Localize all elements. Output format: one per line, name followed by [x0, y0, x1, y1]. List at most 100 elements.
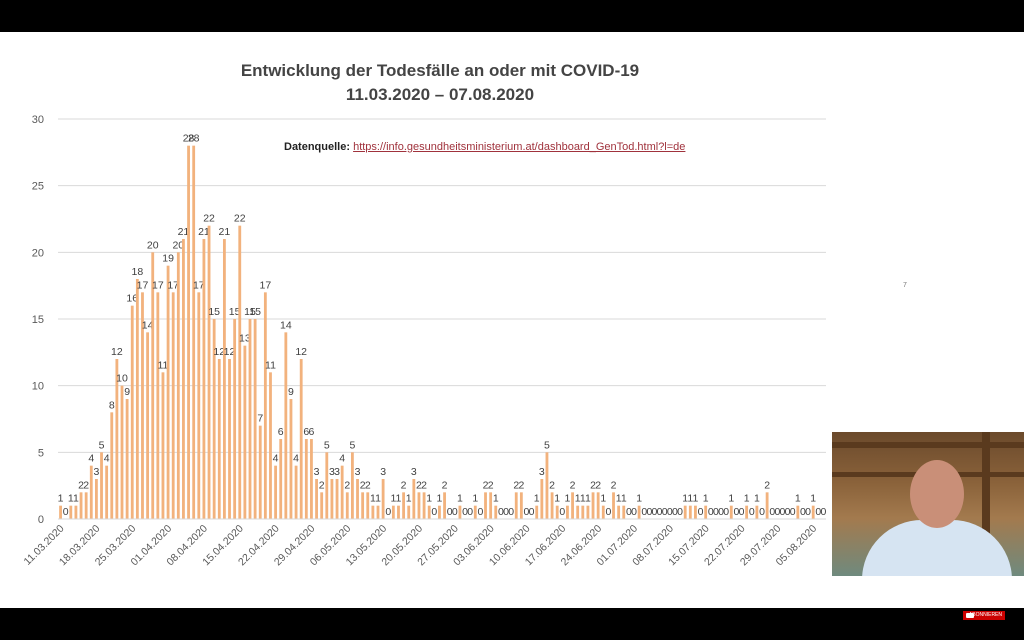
bar — [310, 439, 313, 519]
data-label: 3 — [539, 466, 545, 478]
bar — [586, 505, 590, 519]
source-link[interactable]: https://info.gesundheitsministerium.at/d… — [353, 141, 686, 153]
data-label: 2 — [365, 479, 371, 491]
bar — [202, 239, 206, 519]
data-label: 0 — [605, 506, 611, 518]
data-label: 20 — [172, 239, 184, 251]
bar — [304, 439, 308, 519]
data-label: 18 — [132, 266, 144, 278]
data-label: 3 — [314, 466, 320, 478]
data-label: 16 — [126, 293, 138, 305]
bar — [269, 372, 272, 519]
data-label: 15 — [244, 306, 256, 318]
data-label: 0 — [631, 506, 637, 518]
bar — [345, 492, 349, 519]
data-label: 1 — [406, 493, 412, 505]
bar — [617, 505, 621, 519]
data-label: 2 — [360, 479, 366, 491]
data-label: 0 — [815, 506, 821, 518]
data-label: 0 — [529, 506, 535, 518]
y-tick-label: 0 — [38, 514, 44, 526]
data-label: 2 — [513, 479, 519, 491]
data-label: 28 — [188, 133, 200, 145]
bar — [484, 492, 487, 519]
data-label: 22 — [234, 213, 246, 225]
bar — [340, 465, 344, 519]
bar — [192, 145, 196, 519]
bar — [376, 505, 380, 519]
bar — [555, 505, 559, 519]
source-label: Datenquelle: — [284, 141, 351, 153]
bar — [438, 505, 441, 519]
data-label: 1 — [682, 493, 688, 505]
data-label: 1 — [73, 493, 79, 505]
bar — [299, 359, 303, 519]
data-label: 1 — [728, 493, 734, 505]
data-label: 2 — [764, 479, 770, 491]
bar — [688, 505, 692, 519]
data-label: 1 — [744, 493, 750, 505]
data-label: 5 — [544, 439, 550, 451]
bar — [591, 492, 595, 519]
data-label: 0 — [821, 506, 827, 518]
bar — [151, 252, 155, 520]
bar — [325, 452, 329, 519]
wooden-post — [982, 432, 990, 576]
data-label: 0 — [657, 506, 663, 518]
data-label: 14 — [280, 319, 292, 331]
bar — [514, 492, 518, 519]
bar — [135, 279, 139, 519]
data-label: 1 — [693, 493, 699, 505]
bar — [397, 505, 400, 519]
data-label: 1 — [457, 493, 463, 505]
data-label: 10 — [116, 373, 128, 385]
bar — [59, 505, 62, 519]
data-label: 1 — [68, 493, 74, 505]
data-label: 4 — [293, 453, 299, 465]
bar — [217, 359, 221, 519]
bar — [391, 505, 395, 519]
data-label: 0 — [672, 506, 678, 518]
data-label: 1 — [810, 493, 816, 505]
data-label: 1 — [534, 493, 540, 505]
data-label: 0 — [626, 506, 632, 518]
bar — [566, 505, 569, 519]
data-label: 0 — [652, 506, 658, 518]
data-label: 28 — [183, 133, 195, 145]
data-label: 0 — [780, 506, 786, 518]
data-label: 0 — [452, 506, 458, 518]
data-label: 1 — [437, 493, 443, 505]
data-label: 17 — [193, 279, 205, 291]
data-label: 1 — [396, 493, 402, 505]
data-label: 1 — [554, 493, 560, 505]
person-head — [910, 460, 964, 528]
bar — [166, 265, 170, 519]
data-label: 3 — [334, 466, 340, 478]
bar — [407, 505, 411, 519]
data-label: 2 — [570, 479, 576, 491]
bar — [519, 492, 523, 519]
data-label: 12 — [295, 346, 307, 358]
data-label: 0 — [431, 506, 437, 518]
bar — [422, 492, 426, 519]
data-label: 1 — [585, 493, 591, 505]
youtube-subscribe-badge[interactable]: ABONNIEREN — [963, 611, 1005, 620]
data-label: 0 — [677, 506, 683, 518]
bar — [197, 292, 201, 519]
data-source: Datenquelle: https://info.gesundheitsmin… — [284, 141, 685, 153]
bar — [248, 319, 252, 519]
bar — [171, 292, 175, 519]
y-tick-label: 10 — [32, 381, 44, 393]
data-label: 19 — [162, 253, 174, 265]
data-label: 2 — [83, 479, 89, 491]
bar — [494, 505, 498, 519]
bar — [540, 479, 544, 519]
data-label: 2 — [442, 479, 448, 491]
data-label: 11 — [265, 359, 276, 371]
data-label: 1 — [426, 493, 432, 505]
chart-subtitle: 11.03.2020 – 07.08.2020 — [345, 85, 535, 104]
data-label: 2 — [611, 479, 617, 491]
data-label: 0 — [503, 506, 509, 518]
data-label: 12 — [213, 346, 225, 358]
